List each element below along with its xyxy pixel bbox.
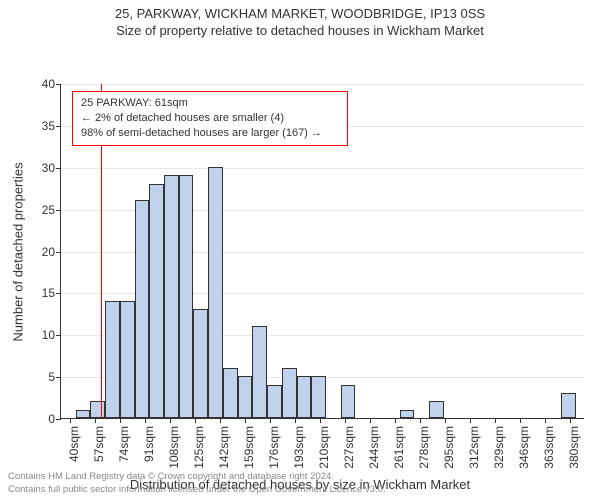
chart-title-main: 25, PARKWAY, WICKHAM MARKET, WOODBRIDGE,…: [0, 6, 600, 21]
x-tick-label: 193sqm: [292, 426, 306, 469]
x-tick-label: 159sqm: [242, 426, 256, 469]
x-tick-mark: [245, 418, 246, 423]
x-tick-label: 142sqm: [217, 426, 231, 469]
x-tick-label: 40sqm: [67, 426, 81, 462]
annotation-line-3: 98% of semi-detached houses are larger (…: [81, 126, 339, 141]
histogram-bar: [179, 175, 194, 418]
x-tick-label: 363sqm: [542, 426, 556, 469]
histogram-bar: [135, 200, 150, 418]
x-tick-label: 210sqm: [317, 426, 331, 469]
histogram-bar: [282, 368, 297, 418]
histogram-bar: [90, 401, 105, 418]
histogram-bar: [223, 368, 238, 418]
y-tick-label: 0: [48, 412, 61, 426]
x-tick-label: 261sqm: [392, 426, 406, 469]
y-tick-label: 5: [48, 370, 61, 384]
x-tick-label: 380sqm: [567, 426, 581, 469]
x-tick-mark: [520, 418, 521, 423]
x-tick-label: 278sqm: [417, 426, 431, 469]
x-tick-label: 329sqm: [492, 426, 506, 469]
annotation-line-2: ← 2% of detached houses are smaller (4): [81, 111, 339, 126]
x-tick-mark: [545, 418, 546, 423]
y-tick-label: 40: [42, 77, 61, 91]
x-tick-mark: [170, 418, 171, 423]
histogram-bar: [341, 385, 356, 419]
x-tick-mark: [345, 418, 346, 423]
footer-line-2: Contains full public sector information …: [8, 484, 386, 496]
y-tick-label: 15: [42, 286, 61, 300]
x-tick-mark: [295, 418, 296, 423]
y-tick-label: 20: [42, 245, 61, 259]
x-tick-label: 125sqm: [192, 426, 206, 469]
x-tick-mark: [70, 418, 71, 423]
histogram-bar: [208, 167, 223, 418]
histogram-bar: [267, 385, 282, 419]
x-tick-label: 312sqm: [467, 426, 481, 469]
x-tick-mark: [145, 418, 146, 423]
x-tick-label: 91sqm: [142, 426, 156, 462]
histogram-bar: [76, 410, 91, 418]
x-tick-mark: [470, 418, 471, 423]
histogram-bar: [400, 410, 415, 418]
histogram-bar: [238, 376, 253, 418]
x-tick-label: 108sqm: [167, 426, 181, 469]
x-tick-label: 176sqm: [267, 426, 281, 469]
x-tick-label: 227sqm: [342, 426, 356, 469]
x-tick-mark: [95, 418, 96, 423]
x-tick-mark: [570, 418, 571, 423]
x-tick-mark: [445, 418, 446, 423]
footer-line-1: Contains HM Land Registry data © Crown c…: [8, 471, 386, 483]
histogram-bar: [149, 184, 164, 419]
x-tick-mark: [370, 418, 371, 423]
histogram-bar: [311, 376, 326, 418]
x-tick-mark: [270, 418, 271, 423]
x-tick-label: 57sqm: [92, 426, 106, 462]
annotation-box: 25 PARKWAY: 61sqm ← 2% of detached house…: [72, 91, 348, 146]
histogram-bar: [105, 301, 120, 418]
footer-attribution: Contains HM Land Registry data © Crown c…: [8, 471, 386, 496]
annotation-line-1: 25 PARKWAY: 61sqm: [81, 96, 339, 111]
chart-title-sub: Size of property relative to detached ho…: [0, 23, 600, 38]
y-tick-label: 10: [42, 328, 61, 342]
x-tick-mark: [495, 418, 496, 423]
histogram-bar: [429, 401, 444, 418]
x-tick-label: 346sqm: [517, 426, 531, 469]
y-tick-label: 35: [42, 119, 61, 133]
histogram-bar: [297, 376, 312, 418]
gridline-h: [61, 168, 584, 169]
x-tick-label: 74sqm: [117, 426, 131, 462]
y-tick-label: 25: [42, 203, 61, 217]
histogram-bar: [252, 326, 267, 418]
histogram-bar: [120, 301, 135, 418]
gridline-h: [61, 84, 584, 85]
y-tick-label: 30: [42, 161, 61, 175]
x-tick-mark: [220, 418, 221, 423]
histogram-bar: [561, 393, 576, 418]
histogram-bar: [193, 309, 208, 418]
x-tick-mark: [120, 418, 121, 423]
x-tick-mark: [195, 418, 196, 423]
x-tick-label: 295sqm: [442, 426, 456, 469]
x-tick-mark: [320, 418, 321, 423]
histogram-bar: [164, 175, 179, 418]
x-tick-mark: [395, 418, 396, 423]
x-tick-mark: [420, 418, 421, 423]
x-tick-label: 244sqm: [367, 426, 381, 469]
y-axis-label: Number of detached properties: [11, 162, 26, 341]
